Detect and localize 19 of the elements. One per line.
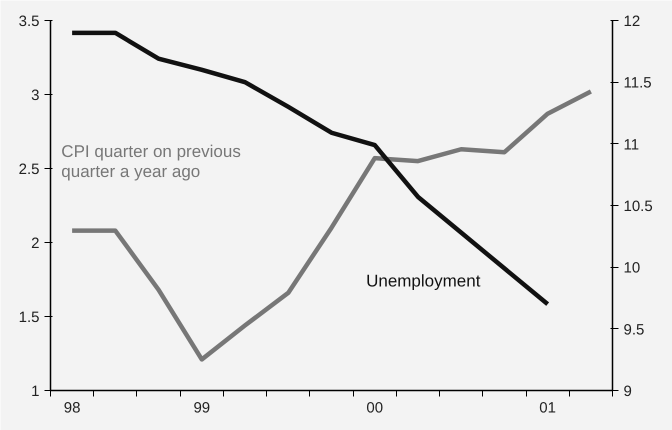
text: CPI quarter on previous quarter a year ago (61, 142, 241, 182)
y-tick-label: 1 (31, 383, 40, 400)
y-tick-label: 3.5 (18, 13, 40, 30)
x-tick-label: 00 (366, 400, 384, 416)
y2-tick-label: 9.5 (624, 321, 644, 338)
y2-tick-label: 11.5 (624, 74, 652, 92)
y2-tick-label: 10.5 (624, 198, 653, 215)
y2-tick-label: 10 (624, 260, 640, 277)
y-tick-label: 3 (31, 87, 40, 104)
y-tick-label: 2 (31, 235, 40, 252)
x-tick-label: 01 (539, 400, 556, 416)
x-tick-label: 99 (193, 400, 210, 416)
y2-tick-label: 12 (624, 13, 640, 30)
x-tick-label: 98 (64, 400, 80, 416)
y-tick-label: 2.5 (18, 161, 40, 178)
y2-tick-label: 9 (624, 383, 632, 400)
y2-tick-label: 11 (624, 136, 640, 154)
y-tick-label: 1.5 (18, 309, 40, 326)
series-label: Unemployment (366, 272, 481, 291)
